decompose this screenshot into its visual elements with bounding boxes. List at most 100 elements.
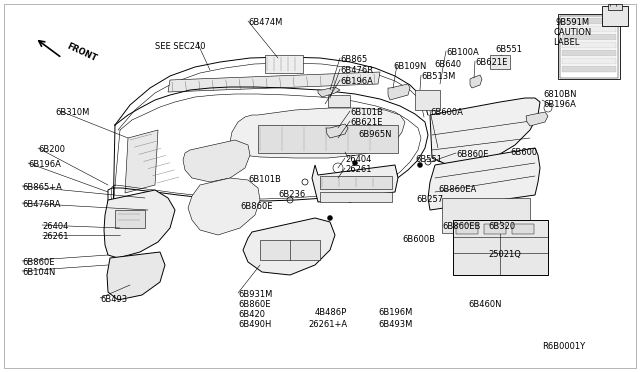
Bar <box>453 220 548 275</box>
Text: 6B493: 6B493 <box>100 295 127 304</box>
Text: 6B196A: 6B196A <box>543 100 576 109</box>
Bar <box>265 55 303 73</box>
Text: 6B621E: 6B621E <box>350 118 382 127</box>
Text: 9B591M: 9B591M <box>555 18 589 27</box>
Bar <box>115 210 145 228</box>
Text: 6B196A: 6B196A <box>340 77 373 86</box>
Circle shape <box>467 212 472 218</box>
Polygon shape <box>125 130 158 193</box>
Polygon shape <box>104 190 175 258</box>
Text: 26404: 26404 <box>345 155 371 164</box>
Bar <box>562 66 616 72</box>
Bar <box>328 95 350 107</box>
Bar <box>562 50 616 56</box>
Text: 6B257: 6B257 <box>416 195 443 204</box>
Text: 6B551: 6B551 <box>495 45 522 54</box>
Polygon shape <box>318 87 340 97</box>
Bar <box>562 26 616 32</box>
Bar <box>484 224 506 234</box>
Text: 6B551: 6B551 <box>415 155 442 164</box>
Text: 6B493M: 6B493M <box>378 320 412 329</box>
Text: 6B196A: 6B196A <box>28 160 61 169</box>
Text: 6B460N: 6B460N <box>468 300 502 309</box>
Text: 26261: 26261 <box>42 232 68 241</box>
Bar <box>558 14 620 79</box>
Text: 6B621E: 6B621E <box>475 58 508 67</box>
Text: 6B860E: 6B860E <box>22 258 54 267</box>
Circle shape <box>328 215 333 221</box>
Text: 6B600: 6B600 <box>510 148 537 157</box>
Circle shape <box>472 145 477 151</box>
Text: 6B600A: 6B600A <box>430 108 463 117</box>
Bar <box>442 198 530 233</box>
Text: 6B640: 6B640 <box>434 60 461 69</box>
Text: 6B320: 6B320 <box>488 222 515 231</box>
Text: 6B600B: 6B600B <box>402 235 435 244</box>
Bar <box>490 55 510 69</box>
Text: 6B196M: 6B196M <box>378 308 412 317</box>
Text: LABEL: LABEL <box>553 38 579 47</box>
Bar <box>415 90 440 110</box>
Bar <box>562 18 616 24</box>
Text: 6B420: 6B420 <box>238 310 265 319</box>
Text: 6B101B: 6B101B <box>248 175 281 184</box>
Text: SEE SEC240: SEE SEC240 <box>155 42 205 51</box>
Bar <box>258 125 398 153</box>
Circle shape <box>452 199 458 205</box>
Bar <box>456 224 478 234</box>
Circle shape <box>417 163 422 167</box>
Text: 26261: 26261 <box>345 165 371 174</box>
Circle shape <box>497 225 502 231</box>
Polygon shape <box>188 178 260 235</box>
Text: 6B490H: 6B490H <box>238 320 271 329</box>
Bar <box>320 176 392 189</box>
Bar <box>320 192 392 202</box>
Polygon shape <box>430 98 540 165</box>
Polygon shape <box>230 108 405 158</box>
Text: 6B310M: 6B310M <box>55 108 90 117</box>
Text: 6B513M: 6B513M <box>421 72 456 81</box>
Text: 6B865: 6B865 <box>340 55 367 64</box>
Text: 6B860E: 6B860E <box>456 150 488 159</box>
Bar <box>562 58 616 64</box>
Bar <box>560 16 618 78</box>
Text: 6B109N: 6B109N <box>393 62 426 71</box>
Text: 6B474M: 6B474M <box>248 18 282 27</box>
Text: 6B860EB: 6B860EB <box>442 222 481 231</box>
Circle shape <box>392 173 397 177</box>
Polygon shape <box>107 252 165 300</box>
Text: 6B476RA: 6B476RA <box>22 200 61 209</box>
Text: 6B860E: 6B860E <box>238 300 271 309</box>
Polygon shape <box>312 165 398 202</box>
Text: 6B236: 6B236 <box>278 190 305 199</box>
Polygon shape <box>428 148 540 210</box>
Text: 6B931M: 6B931M <box>238 290 273 299</box>
Circle shape <box>447 155 452 160</box>
Circle shape <box>348 198 353 202</box>
Polygon shape <box>183 140 250 182</box>
Polygon shape <box>526 112 548 126</box>
Bar <box>608 4 622 10</box>
Text: 6B200: 6B200 <box>38 145 65 154</box>
Text: 6B965N: 6B965N <box>358 130 392 139</box>
Bar <box>602 6 628 26</box>
Text: 26404: 26404 <box>42 222 68 231</box>
Text: 25021Q: 25021Q <box>488 250 521 259</box>
Text: 6B101B: 6B101B <box>350 108 383 117</box>
Text: CAUTION: CAUTION <box>553 28 591 37</box>
Bar <box>260 240 320 260</box>
Polygon shape <box>168 72 380 92</box>
Text: 6B860EA: 6B860EA <box>438 185 476 194</box>
Bar <box>512 224 534 234</box>
Polygon shape <box>388 84 410 100</box>
Text: 26261+A: 26261+A <box>308 320 347 329</box>
Polygon shape <box>243 218 335 275</box>
Polygon shape <box>470 75 482 88</box>
Text: 6B860E: 6B860E <box>240 202 273 211</box>
Text: R6B0001Y: R6B0001Y <box>542 342 585 351</box>
Text: 6B476R: 6B476R <box>340 66 373 75</box>
Text: 6B100A: 6B100A <box>446 48 479 57</box>
Circle shape <box>353 160 358 166</box>
Text: 6B104N: 6B104N <box>22 268 56 277</box>
Text: FRONT: FRONT <box>65 41 98 63</box>
